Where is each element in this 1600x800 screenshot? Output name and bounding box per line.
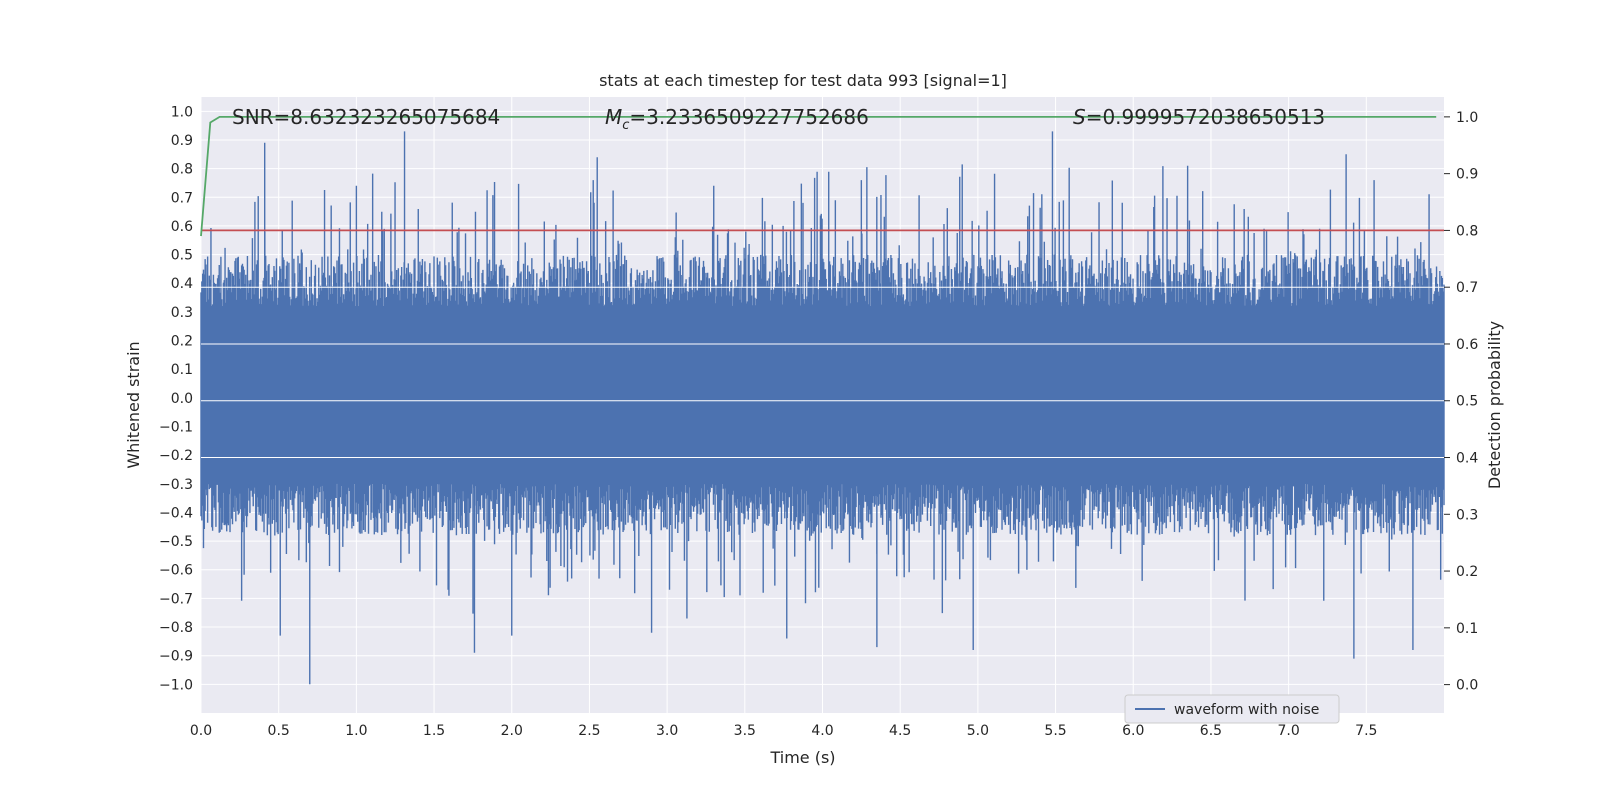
y2-tick-label: 0.3 (1456, 507, 1478, 523)
mc-value: =3.2336509227752686 (629, 105, 868, 129)
y-tick-label: −1.0 (159, 677, 193, 693)
probability-series (200, 116, 1444, 237)
y-tick-label: 0.1 (171, 362, 193, 378)
x-tick-label: 5.5 (1044, 723, 1066, 739)
mc-annotation: Mc=3.2336509227752686 (605, 105, 869, 133)
x-tick-label: 4.5 (889, 723, 911, 739)
x-tick-label: 6.5 (1200, 723, 1222, 739)
y2-tick-label: 0.5 (1456, 394, 1478, 410)
y-tick-label: 0.5 (171, 248, 193, 264)
x-tick-label: 0.5 (268, 723, 290, 739)
y-tick-label: 0.2 (171, 334, 193, 350)
mc-symbol: M (605, 105, 622, 129)
y-axis-label: Whitened strain (124, 341, 143, 468)
chart-title: stats at each timestep for test data 993… (599, 71, 1007, 90)
x-axis-label: Time (s) (769, 748, 835, 767)
y-tick-label: −0.1 (159, 419, 193, 435)
x-tick-label: 6.0 (1122, 723, 1144, 739)
y-tick-label: 0.7 (171, 190, 193, 206)
x-tick-label: 4.0 (811, 723, 833, 739)
y2-tick-label: 1.0 (1456, 110, 1478, 126)
y2-tick-label: 0.2 (1456, 564, 1478, 580)
x-tick-label: 3.5 (734, 723, 756, 739)
y-tick-label: −0.7 (159, 591, 193, 607)
y2-axis-label: Detection probability (1485, 321, 1504, 489)
y2-tick-label: 0.6 (1456, 337, 1478, 353)
y-tick-label: 0.6 (171, 219, 193, 235)
y2-tick-label: 0.4 (1456, 451, 1478, 467)
x-tick-label: 3.0 (656, 723, 678, 739)
y-tick-label: 0.3 (171, 305, 193, 321)
y-tick-label: 0.4 (171, 276, 193, 292)
x-tick-label: 5.0 (967, 723, 989, 739)
y2-tick-label: 0.9 (1456, 167, 1478, 183)
y-tick-label: −0.3 (159, 477, 193, 493)
x-tick-label: 7.5 (1355, 723, 1377, 739)
y-tick-label: −0.6 (159, 563, 193, 579)
x-tick-label: 2.0 (501, 723, 523, 739)
y2-tick-label: 0.7 (1456, 280, 1478, 296)
snr-annotation: SNR=8.632323265075684 (232, 105, 500, 129)
x-tick-label: 7.0 (1277, 723, 1299, 739)
x-tick-label: 1.5 (423, 723, 445, 739)
legend-label: waveform with noise (1174, 702, 1319, 718)
y2-tick-label: 0.1 (1456, 621, 1478, 637)
y-tick-label: 0.0 (171, 391, 193, 407)
legend: waveform with noise (1124, 694, 1340, 724)
s-value: =0.9999572038650513 (1086, 105, 1325, 129)
legend-box (1124, 694, 1340, 724)
x-tick-label: 0.0 (190, 723, 212, 739)
s-symbol: S (1073, 105, 1086, 129)
detection-probability-line (200, 116, 1437, 237)
y-tick-label: −0.2 (159, 448, 193, 464)
waveform-series (200, 131, 1445, 685)
y-tick-label: 1.0 (171, 104, 193, 120)
y-tick-label: 0.8 (171, 162, 193, 178)
mc-subscript: c (622, 118, 629, 133)
x-tick-label: 2.5 (578, 723, 600, 739)
y-tick-label: 0.9 (171, 133, 193, 149)
y-tick-label: −0.5 (159, 534, 193, 550)
y-tick-label: −0.4 (159, 505, 193, 521)
y-tick-label: −0.8 (159, 620, 193, 636)
y-tick-label: −0.9 (159, 649, 193, 665)
s-annotation: S=0.9999572038650513 (1073, 105, 1325, 129)
axes: 0.0 0.5 1.0 1.5 2.0 2.5 3.0 3.5 4.0 4.5 5.0 5.5 6.0 6… (159, 104, 1478, 739)
x-tick-label: 1.0 (345, 723, 367, 739)
y2-tick-label: 0.0 (1456, 678, 1478, 694)
waveform-line (200, 131, 1445, 685)
y2-tick-label: 0.8 (1456, 223, 1478, 239)
